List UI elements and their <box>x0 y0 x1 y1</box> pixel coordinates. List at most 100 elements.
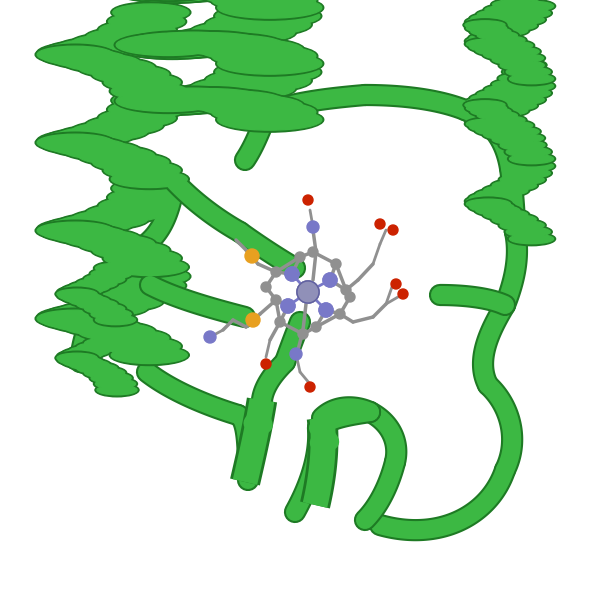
Circle shape <box>297 281 319 303</box>
Ellipse shape <box>112 259 187 275</box>
Ellipse shape <box>484 210 527 220</box>
Ellipse shape <box>84 27 164 48</box>
Ellipse shape <box>46 218 122 235</box>
Ellipse shape <box>503 139 547 151</box>
Circle shape <box>285 267 299 281</box>
Circle shape <box>341 285 351 295</box>
Ellipse shape <box>37 46 113 63</box>
Ellipse shape <box>113 4 189 21</box>
Ellipse shape <box>84 203 164 224</box>
Ellipse shape <box>114 36 218 57</box>
Ellipse shape <box>91 152 171 173</box>
Ellipse shape <box>114 0 218 1</box>
Ellipse shape <box>490 19 538 32</box>
Ellipse shape <box>109 277 185 294</box>
Ellipse shape <box>502 65 545 78</box>
Ellipse shape <box>91 373 131 383</box>
Ellipse shape <box>503 134 544 142</box>
Ellipse shape <box>120 0 224 1</box>
Ellipse shape <box>475 88 520 101</box>
Ellipse shape <box>467 98 506 106</box>
Ellipse shape <box>500 95 544 104</box>
Circle shape <box>281 299 295 313</box>
Ellipse shape <box>475 109 520 122</box>
Ellipse shape <box>37 130 116 151</box>
Ellipse shape <box>124 87 232 112</box>
Ellipse shape <box>44 217 124 237</box>
Ellipse shape <box>97 321 137 331</box>
Ellipse shape <box>204 68 312 93</box>
Ellipse shape <box>85 274 125 284</box>
Ellipse shape <box>212 101 316 122</box>
Ellipse shape <box>70 360 109 370</box>
Ellipse shape <box>464 37 512 51</box>
Ellipse shape <box>83 337 127 350</box>
Ellipse shape <box>464 16 509 28</box>
Ellipse shape <box>55 37 135 58</box>
Ellipse shape <box>181 35 285 56</box>
Ellipse shape <box>57 353 97 363</box>
Ellipse shape <box>56 286 101 299</box>
Ellipse shape <box>37 218 116 239</box>
Circle shape <box>295 252 305 262</box>
Ellipse shape <box>499 74 539 83</box>
Ellipse shape <box>475 8 520 21</box>
Ellipse shape <box>218 53 322 74</box>
Ellipse shape <box>67 294 112 308</box>
Ellipse shape <box>490 179 538 192</box>
Ellipse shape <box>464 115 512 128</box>
Ellipse shape <box>484 26 528 35</box>
Ellipse shape <box>70 283 109 292</box>
Ellipse shape <box>131 0 239 2</box>
Ellipse shape <box>466 199 511 209</box>
Ellipse shape <box>44 40 124 61</box>
Ellipse shape <box>484 130 527 139</box>
Ellipse shape <box>478 31 517 40</box>
Ellipse shape <box>107 11 187 32</box>
Ellipse shape <box>49 49 129 70</box>
Ellipse shape <box>476 110 520 119</box>
Ellipse shape <box>485 116 525 124</box>
Ellipse shape <box>199 0 303 4</box>
Ellipse shape <box>476 206 520 215</box>
Ellipse shape <box>79 148 155 164</box>
Ellipse shape <box>476 46 520 55</box>
Ellipse shape <box>506 147 550 157</box>
Ellipse shape <box>95 315 136 325</box>
Ellipse shape <box>112 34 220 59</box>
Circle shape <box>307 221 319 233</box>
Ellipse shape <box>490 98 538 112</box>
Ellipse shape <box>94 262 137 275</box>
Ellipse shape <box>56 289 101 302</box>
Ellipse shape <box>133 0 237 1</box>
Ellipse shape <box>498 218 546 232</box>
Ellipse shape <box>109 13 185 30</box>
Ellipse shape <box>35 44 115 65</box>
Ellipse shape <box>505 166 553 180</box>
Ellipse shape <box>67 280 112 294</box>
Ellipse shape <box>499 47 539 56</box>
Ellipse shape <box>468 112 516 125</box>
Circle shape <box>285 267 299 281</box>
Ellipse shape <box>497 46 541 58</box>
Ellipse shape <box>485 36 525 44</box>
Ellipse shape <box>85 338 125 348</box>
Ellipse shape <box>84 115 164 136</box>
Ellipse shape <box>71 123 148 140</box>
Ellipse shape <box>91 240 171 261</box>
Ellipse shape <box>508 79 556 93</box>
Ellipse shape <box>159 87 267 112</box>
Ellipse shape <box>77 322 157 342</box>
Ellipse shape <box>111 90 191 111</box>
Ellipse shape <box>490 53 538 67</box>
Ellipse shape <box>467 200 515 214</box>
Ellipse shape <box>151 33 255 54</box>
Ellipse shape <box>492 135 536 145</box>
Ellipse shape <box>70 346 109 356</box>
Ellipse shape <box>505 141 545 149</box>
Ellipse shape <box>104 162 180 179</box>
Ellipse shape <box>191 22 295 43</box>
Ellipse shape <box>497 0 541 5</box>
Ellipse shape <box>40 310 119 331</box>
Ellipse shape <box>38 220 115 237</box>
